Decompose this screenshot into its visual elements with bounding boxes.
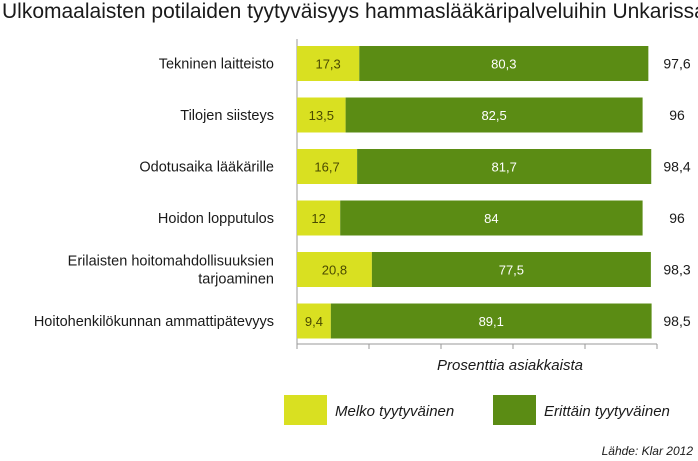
category-labels: Tekninen laitteisto Tilojen siisteys Odotu… — [34, 57, 274, 331]
total-label: 96 — [669, 210, 685, 226]
chart-title: Ulkomaalaisten potilaiden tyytyväisyys h… — [2, 0, 698, 23]
category-label: Tekninen laitteisto — [159, 57, 274, 73]
bar-segment-erittain — [340, 200, 643, 236]
category-label: Odotusaika lääkärille — [139, 160, 274, 176]
total-label: 97,6 — [663, 56, 690, 72]
bars: 17,3 80,3 13,5 82,5 16,7 81,7 12 84 20,8 77,5 9,4 8… — [297, 46, 652, 339]
legend-swatch-melko — [284, 395, 327, 425]
data-label: 17,3 — [315, 57, 340, 72]
total-label: 98,3 — [663, 262, 690, 278]
legend-swatch-erittain — [493, 395, 536, 425]
total-labels: 97,6 96 98,4 96 98,3 98,5 — [663, 56, 690, 330]
legend: Melko tyytyväinen Erittäin tyytyväinen — [284, 395, 670, 425]
legend-label-erittain: Erittäin tyytyväinen — [544, 403, 670, 420]
category-label: Hoidon lopputulos — [158, 211, 274, 227]
bar-segment-melko — [297, 252, 372, 287]
category-label: tarjoaminen — [198, 272, 274, 288]
data-label: 81,7 — [492, 160, 517, 175]
bar-segment-erittain — [345, 97, 643, 133]
data-label: 16,7 — [314, 160, 339, 175]
bar-segment-erittain — [330, 303, 652, 339]
total-label: 96 — [669, 107, 685, 123]
total-label: 98,5 — [663, 313, 690, 329]
bar-segment-melko — [297, 200, 341, 236]
category-label: Hoitohenkilökunnan ammattipätevyys — [34, 314, 274, 330]
bar-segment-melko — [297, 97, 346, 133]
data-label: 89,1 — [479, 314, 504, 329]
data-label: 20,8 — [322, 263, 347, 278]
data-label: 82,5 — [481, 108, 506, 123]
data-label: 12 — [311, 211, 325, 226]
category-label: Tilojen siisteys — [180, 108, 274, 124]
bar-segment-erittain — [371, 252, 651, 287]
source-note: Lähde: Klar 2012 — [602, 444, 694, 458]
category-label: Erilaisten hoitomahdollisuuksien — [68, 254, 274, 270]
legend-label-melko: Melko tyytyväinen — [335, 403, 454, 420]
bar-segment-melko — [297, 46, 360, 81]
data-label: 9,4 — [305, 314, 323, 329]
data-label: 80,3 — [491, 57, 516, 72]
data-label: 13,5 — [309, 108, 334, 123]
plot-axes — [296, 39, 658, 349]
bar-segment-melko — [297, 149, 358, 184]
bar-segment-melko — [297, 303, 331, 339]
bar-segment-erittain — [357, 149, 652, 184]
total-label: 98,4 — [663, 159, 690, 175]
bar-segment-erittain — [359, 46, 649, 81]
data-label: 84 — [484, 211, 498, 226]
x-axis-label: Prosenttia asiakkaista — [437, 357, 583, 374]
data-label: 77,5 — [499, 263, 524, 278]
